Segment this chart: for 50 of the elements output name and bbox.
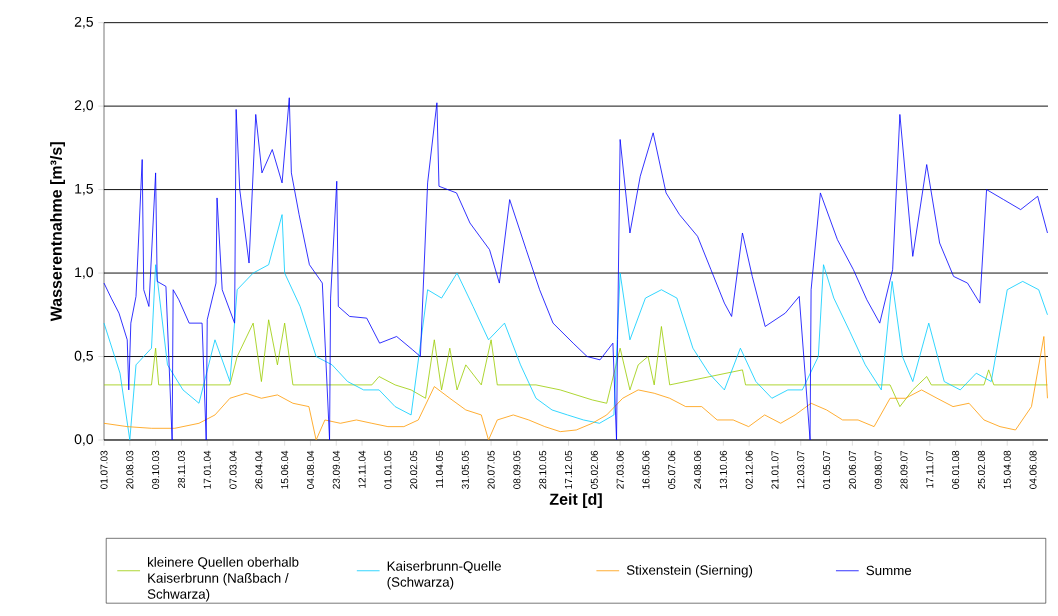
x-tick-label: 08.09.05 — [513, 450, 521, 489]
x-axis-title: Zeit [d] — [549, 493, 602, 509]
x-tick-label: 23.09.04 — [332, 450, 340, 489]
x-tick-label: 05.07.06 — [668, 450, 676, 489]
x-tick-label: 12.11.04 — [358, 450, 366, 488]
x-tick-label: 27.03.06 — [616, 450, 624, 489]
x-tick-label: 28.11.03 — [177, 450, 185, 489]
legend-label: Summe — [866, 565, 912, 576]
legend-label: kleinere Quellen oberhalb Kaiserbrunn (Naßbach / Schwarza) — [147, 556, 299, 602]
x-tick-label: 07.03.04 — [229, 450, 237, 489]
x-tick-label: 06.01.08 — [952, 450, 960, 489]
x-tick-label: 15.04.08 — [1003, 450, 1011, 489]
x-tick-label: 20.02.05 — [410, 450, 418, 489]
x-tick-label: 15.06.04 — [281, 450, 289, 489]
x-tick-label: 20.07.05 — [487, 450, 495, 489]
x-tick-label: 05.02.06 — [590, 450, 598, 489]
x-tick-label: 13.10.06 — [719, 450, 727, 489]
x-tick-label: 17.01.04 — [203, 450, 211, 489]
y-tick-label: 0,5 — [74, 350, 94, 363]
x-tick-label: 09.08.07 — [874, 450, 882, 489]
x-tick-label: 04.08.04 — [306, 450, 314, 489]
x-tick-label: 12.03.07 — [797, 450, 805, 489]
x-tick-label: 01.01.05 — [384, 450, 392, 489]
x-tick-label: 02.12.06 — [745, 450, 753, 489]
y-tick-label: 1,0 — [75, 267, 94, 279]
x-tick-label: 16.05.06 — [642, 450, 650, 489]
x-tick-label: 28.10.05 — [539, 450, 547, 489]
y-tick-label: 2,0 — [74, 100, 94, 112]
line-series — [103, 319, 1048, 407]
x-tick-label: 24.08.06 — [694, 450, 702, 489]
y-axis-title: Wasserentnahme [m³/s] — [50, 142, 65, 322]
x-tick-label: 11.04.05 — [435, 450, 444, 488]
x-tick-label: 17.12.05 — [564, 450, 573, 489]
x-tick-label: 01.07.03 — [100, 450, 108, 489]
x-tick-label: 25.02.08 — [977, 450, 985, 489]
y-tick-label: 2,5 — [74, 16, 94, 29]
x-tick-label: 21.01.07 — [771, 450, 779, 489]
y-tick-label: 1,5 — [75, 183, 94, 196]
x-tick-label: 20.08.03 — [126, 450, 134, 489]
x-tick-label: 26.04.04 — [255, 450, 263, 489]
x-tick-label: 09.10.03 — [152, 450, 160, 489]
x-tick-label: 28.09.07 — [900, 450, 908, 489]
x-tick-label: 20.06.07 — [848, 450, 856, 489]
x-tick-label: 31.05.05 — [461, 450, 469, 489]
x-tick-label: 17.11.07 — [926, 450, 934, 488]
legend-label: Kaiserbrunn-Quelle (Schwarza) — [387, 560, 501, 590]
x-tick-label: 01.05.07 — [823, 450, 831, 489]
legend-label: Stixenstein (Sierning) — [626, 564, 753, 578]
y-tick-label: 0,0 — [74, 434, 94, 446]
x-tick-label: 04.06.08 — [1029, 450, 1037, 489]
